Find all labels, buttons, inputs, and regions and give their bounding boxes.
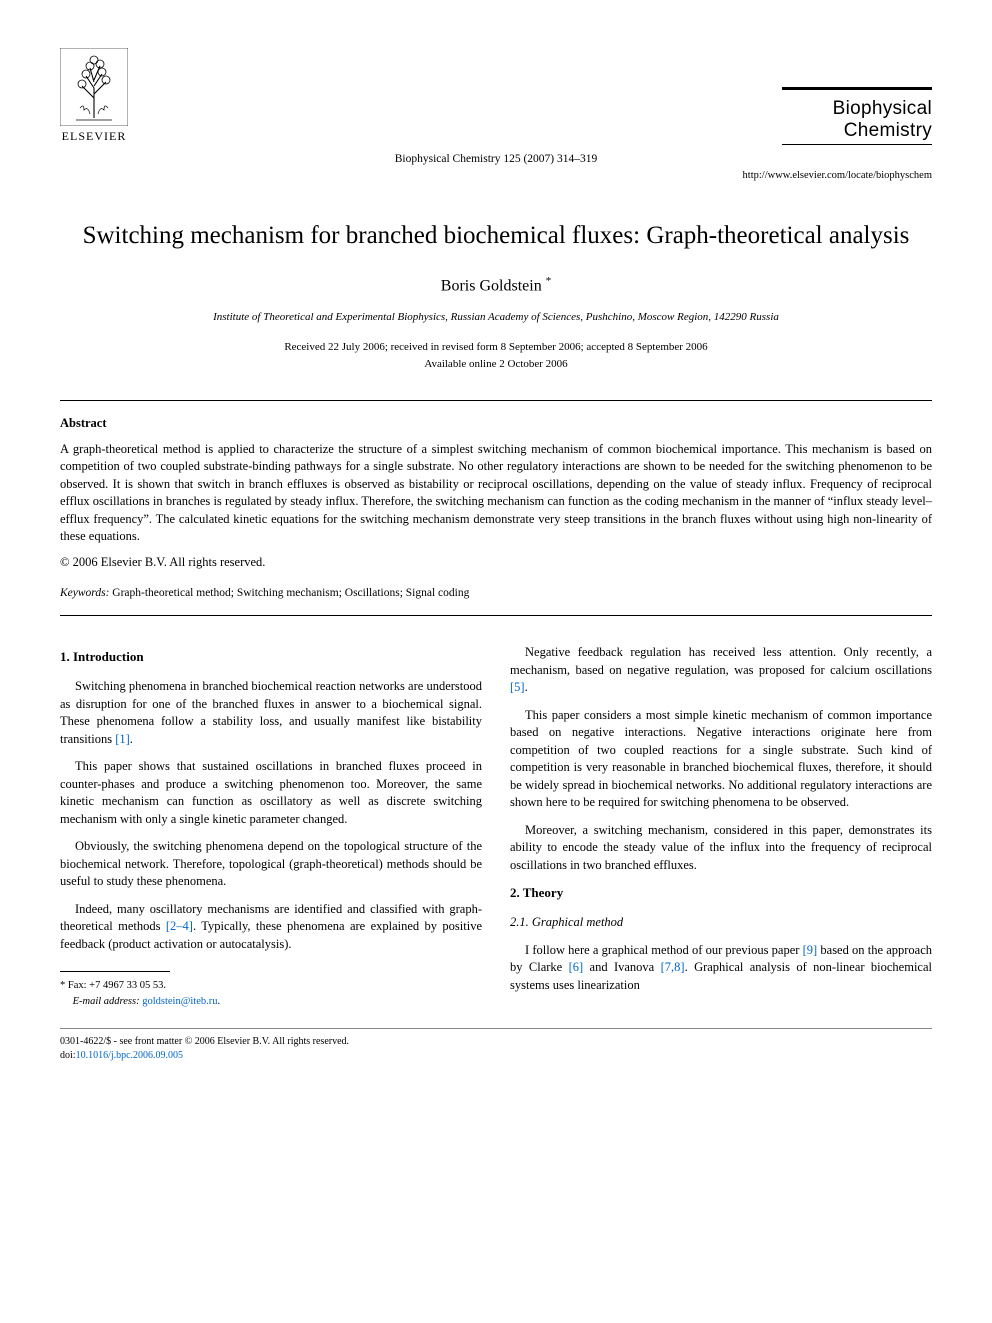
- header-row: ELSEVIER Biophysical Chemistry: [60, 48, 932, 145]
- abstract-heading: Abstract: [60, 415, 932, 433]
- intro-para-4: Indeed, many oscillatory mechanisms are …: [60, 901, 482, 954]
- keywords-line: Keywords: Graph-theoretical method; Swit…: [60, 585, 932, 601]
- front-matter-line: 0301-4622/$ - see front matter © 2006 El…: [60, 1035, 932, 1049]
- intro-para-1: Switching phenomena in branched biochemi…: [60, 678, 482, 748]
- publisher-logo-block: ELSEVIER: [60, 48, 128, 145]
- keywords-label: Keywords:: [60, 587, 109, 599]
- right-column: Negative feedback regulation has receive…: [510, 644, 932, 1010]
- footnote-email-line: E-mail address: goldstein@iteb.ru.: [60, 994, 482, 1010]
- rule-below-keywords: [60, 615, 932, 616]
- footnote-block: * Fax: +7 4967 33 05 53. E-mail address:…: [60, 978, 482, 1010]
- doi-link[interactable]: 10.1016/j.bpc.2006.09.005: [76, 1050, 184, 1061]
- citation: Biophysical Chemistry 125 (2007) 314–319: [60, 151, 932, 167]
- affiliation: Institute of Theoretical and Experimenta…: [60, 310, 932, 325]
- doi-label: doi:: [60, 1050, 76, 1061]
- journal-url: http://www.elsevier.com/locate/biophysch…: [60, 169, 932, 184]
- footnote-separator: [60, 971, 170, 972]
- bottom-rule: [60, 1028, 932, 1029]
- doi-line: doi:10.1016/j.bpc.2006.09.005: [60, 1049, 932, 1063]
- email-link[interactable]: goldstein@iteb.ru: [142, 996, 217, 1007]
- journal-title-block: Biophysical Chemistry: [782, 87, 932, 145]
- rule-above-abstract: [60, 400, 932, 401]
- section-2-heading: 2. Theory: [510, 884, 932, 902]
- ref-5[interactable]: [5]: [510, 680, 525, 694]
- author-name: Boris Goldstein: [441, 277, 542, 294]
- dates-online: Available online 2 October 2006: [60, 356, 932, 373]
- intro-para-3: Obviously, the switching phenomena depen…: [60, 838, 482, 891]
- abstract-body: A graph-theoretical method is applied to…: [60, 441, 932, 546]
- section-1-heading: 1. Introduction: [60, 648, 482, 666]
- intro-para-7: Moreover, a switching mechanism, conside…: [510, 822, 932, 875]
- author-marker: *: [546, 275, 552, 287]
- author-line: Boris Goldstein *: [60, 274, 932, 298]
- bottom-info: 0301-4622/$ - see front matter © 2006 El…: [60, 1035, 932, 1063]
- ref-1[interactable]: [1]: [115, 732, 130, 746]
- intro-para-2: This paper shows that sustained oscillat…: [60, 758, 482, 828]
- ref-2-4[interactable]: [2–4]: [166, 919, 193, 933]
- article-dates: Received 22 July 2006; received in revis…: [60, 339, 932, 372]
- email-label: E-mail address:: [73, 996, 140, 1007]
- intro-para-5: Negative feedback regulation has receive…: [510, 644, 932, 697]
- publisher-name: ELSEVIER: [62, 128, 127, 145]
- body-columns: 1. Introduction Switching phenomena in b…: [60, 644, 932, 1010]
- dates-received: Received 22 July 2006; received in revis…: [60, 339, 932, 356]
- journal-name-line1: Biophysical: [782, 98, 932, 120]
- article-title: Switching mechanism for branched biochem…: [60, 220, 932, 253]
- ref-9[interactable]: [9]: [803, 943, 818, 957]
- journal-name-line2: Chemistry: [782, 120, 932, 142]
- theory-para-1: I follow here a graphical method of our …: [510, 942, 932, 995]
- subsection-2-1-heading: 2.1. Graphical method: [510, 914, 932, 932]
- keywords-text: Graph-theoretical method; Switching mech…: [112, 587, 469, 599]
- elsevier-tree-icon: [60, 48, 128, 126]
- ref-7-8[interactable]: [7,8]: [661, 960, 685, 974]
- abstract-copyright: © 2006 Elsevier B.V. All rights reserved…: [60, 554, 932, 572]
- left-column: 1. Introduction Switching phenomena in b…: [60, 644, 482, 1010]
- intro-para-6: This paper considers a most simple kinet…: [510, 707, 932, 812]
- footnote-fax: * Fax: +7 4967 33 05 53.: [60, 978, 482, 994]
- ref-6[interactable]: [6]: [569, 960, 584, 974]
